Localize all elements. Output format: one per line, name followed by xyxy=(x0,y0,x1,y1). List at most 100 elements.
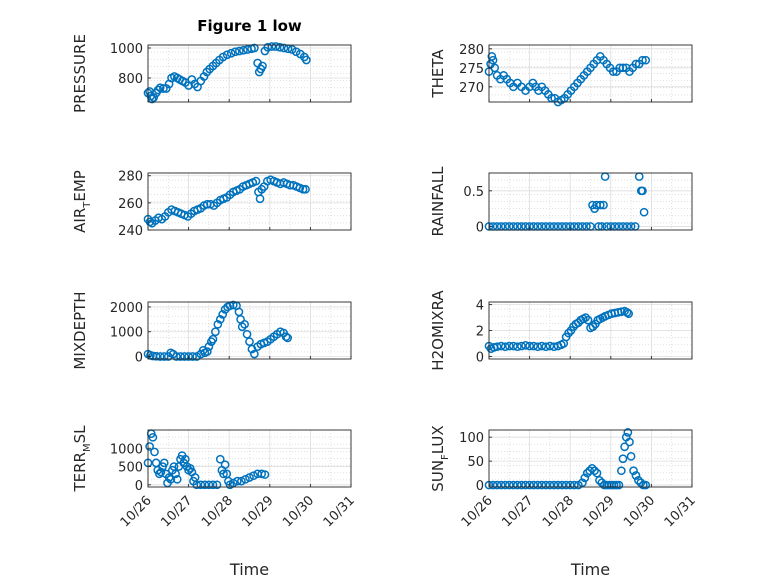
axes-frame xyxy=(488,172,693,231)
data-point xyxy=(164,473,174,482)
data-point xyxy=(251,176,261,186)
data-point xyxy=(281,332,291,342)
data-point xyxy=(588,322,598,331)
data-point xyxy=(513,480,522,490)
y-tick-label: 1000 xyxy=(110,442,143,457)
data-point xyxy=(492,480,502,490)
y-tick-label: 500 xyxy=(118,461,143,476)
axes-mixdepth: 0 1000 2000 MIXDEPTH xyxy=(71,291,352,370)
y-axis-label: THETA xyxy=(429,49,447,99)
data-point xyxy=(196,480,206,490)
y-tick-label: 0 xyxy=(476,220,484,235)
x-tick-label: 10/31 xyxy=(321,493,358,530)
data-point xyxy=(597,478,607,488)
data-point xyxy=(222,50,232,60)
x-tick-label: 10/28 xyxy=(540,493,577,530)
data-point xyxy=(172,474,182,484)
y-axis-label: PRESSURE xyxy=(71,34,89,113)
data-point xyxy=(213,319,223,329)
data-point xyxy=(629,466,638,476)
axes-pressure: 800 1000 PRESSURE Figure 1 low xyxy=(71,17,352,113)
data-point xyxy=(537,341,547,351)
y-tick-label: 2000 xyxy=(110,301,143,316)
y-axis-label-tail: SL xyxy=(71,425,89,444)
data-point xyxy=(237,322,247,332)
data-point xyxy=(204,480,214,490)
data-point xyxy=(517,341,526,351)
data-point xyxy=(241,474,250,484)
data-point xyxy=(271,42,281,51)
x-tick-label: 10/30 xyxy=(621,493,658,530)
data-point xyxy=(260,470,270,479)
data-point xyxy=(595,475,604,485)
data-point xyxy=(608,67,618,76)
data-point xyxy=(641,55,651,65)
x-axis-label: Time xyxy=(570,560,610,579)
data-point xyxy=(525,480,534,490)
y-axis-label-main: SUN xyxy=(429,460,447,492)
data-point xyxy=(240,319,249,329)
y-axis-label: MIXDEPTH xyxy=(71,291,89,369)
y-axis-label-subscript: T xyxy=(82,201,93,209)
data-point xyxy=(533,480,543,490)
data-point xyxy=(504,480,514,490)
data-point xyxy=(496,341,506,351)
data-point xyxy=(283,333,293,343)
axes-h2omixra: 0 2 4 H2OMIXRA xyxy=(429,290,693,371)
y-axis-label: AIRTEMP xyxy=(71,170,93,233)
x-tick-label: 10/27 xyxy=(499,493,536,530)
axes-frame xyxy=(488,429,693,488)
y-tick-label: 2 xyxy=(476,325,484,340)
data-point xyxy=(620,442,629,452)
data-point xyxy=(301,55,311,65)
data-point xyxy=(204,342,214,351)
data-point xyxy=(202,347,212,356)
data-point xyxy=(200,480,210,490)
y-axis-label-main: AIR xyxy=(71,208,89,233)
data-point xyxy=(250,43,259,53)
data-point xyxy=(631,471,641,480)
y-axis-label-subscript: F xyxy=(440,454,451,460)
data-point xyxy=(545,341,555,351)
axes-frame xyxy=(147,301,352,360)
x-tick-label: 10/27 xyxy=(158,493,195,530)
data-point xyxy=(541,342,551,352)
y-tick-label: 0 xyxy=(135,351,143,366)
data-point xyxy=(267,42,277,51)
data-point xyxy=(624,309,634,319)
data-point xyxy=(239,45,248,55)
y-axis-label-main: RAINFALL xyxy=(429,166,447,237)
data-point xyxy=(582,468,592,478)
data-point xyxy=(226,48,236,58)
data-point xyxy=(245,337,254,347)
x-tick-label: 10/28 xyxy=(199,493,236,530)
data-point xyxy=(529,341,539,351)
data-point xyxy=(595,200,605,210)
data-point xyxy=(249,471,258,481)
y-tick-label: 4 xyxy=(476,299,484,314)
y-tick-label: 275 xyxy=(459,62,484,77)
axes-terr_msl: 0 500 1000 10/26 10/27 10/28 10/29 10/30 10/31 TE… xyxy=(71,425,358,579)
y-axis-label: H2OMIXRA xyxy=(429,290,447,371)
y-tick-label: 240 xyxy=(118,224,143,239)
y-tick-label: 280 xyxy=(118,170,143,185)
axes-frame xyxy=(147,172,352,231)
y-tick-label: 0 xyxy=(476,350,484,365)
data-point xyxy=(590,466,599,476)
data-point xyxy=(212,480,222,490)
data-point xyxy=(258,61,267,71)
data-point xyxy=(176,352,185,361)
y-axis-label-main: TERR xyxy=(71,452,89,493)
data-point xyxy=(638,55,647,65)
data-point xyxy=(219,469,228,479)
chart-title: Figure 1 low xyxy=(197,17,302,35)
data-point xyxy=(230,47,240,57)
data-point xyxy=(159,84,168,93)
data-point xyxy=(561,480,571,490)
data-point xyxy=(171,469,180,479)
y-axis-label-tail: EMP xyxy=(71,170,89,201)
x-tick-label: 10/29 xyxy=(240,493,277,530)
data-point xyxy=(149,93,159,102)
data-point xyxy=(153,85,163,95)
